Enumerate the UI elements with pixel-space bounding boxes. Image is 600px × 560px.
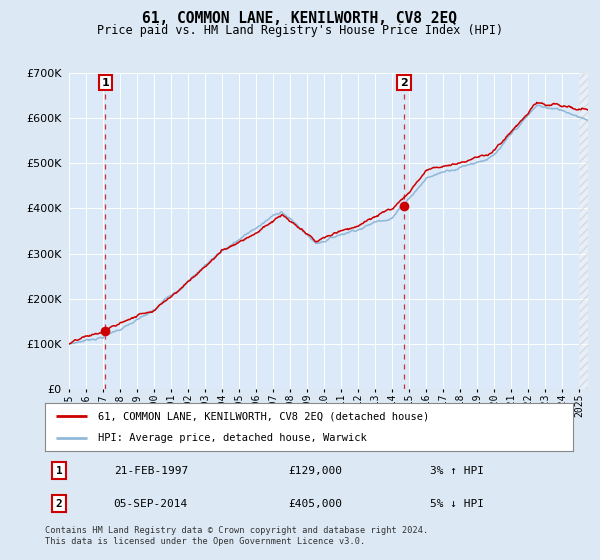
Text: 5% ↓ HPI: 5% ↓ HPI (430, 499, 484, 509)
Bar (580, 73, 588, 389)
Text: 05-SEP-2014: 05-SEP-2014 (113, 499, 188, 509)
Text: £129,000: £129,000 (288, 466, 342, 476)
Text: 2: 2 (400, 77, 408, 87)
Text: 1: 1 (56, 466, 62, 476)
Text: Price paid vs. HM Land Registry's House Price Index (HPI): Price paid vs. HM Land Registry's House … (97, 24, 503, 36)
Text: £405,000: £405,000 (288, 499, 342, 509)
Text: 61, COMMON LANE, KENILWORTH, CV8 2EQ: 61, COMMON LANE, KENILWORTH, CV8 2EQ (143, 11, 458, 26)
Text: Contains HM Land Registry data © Crown copyright and database right 2024.
This d: Contains HM Land Registry data © Crown c… (45, 526, 428, 546)
Text: 2: 2 (56, 499, 62, 509)
Text: 21-FEB-1997: 21-FEB-1997 (113, 466, 188, 476)
Text: 3% ↑ HPI: 3% ↑ HPI (430, 466, 484, 476)
Text: HPI: Average price, detached house, Warwick: HPI: Average price, detached house, Warw… (98, 433, 367, 443)
Text: 61, COMMON LANE, KENILWORTH, CV8 2EQ (detached house): 61, COMMON LANE, KENILWORTH, CV8 2EQ (de… (98, 411, 429, 421)
Text: 1: 1 (101, 77, 109, 87)
